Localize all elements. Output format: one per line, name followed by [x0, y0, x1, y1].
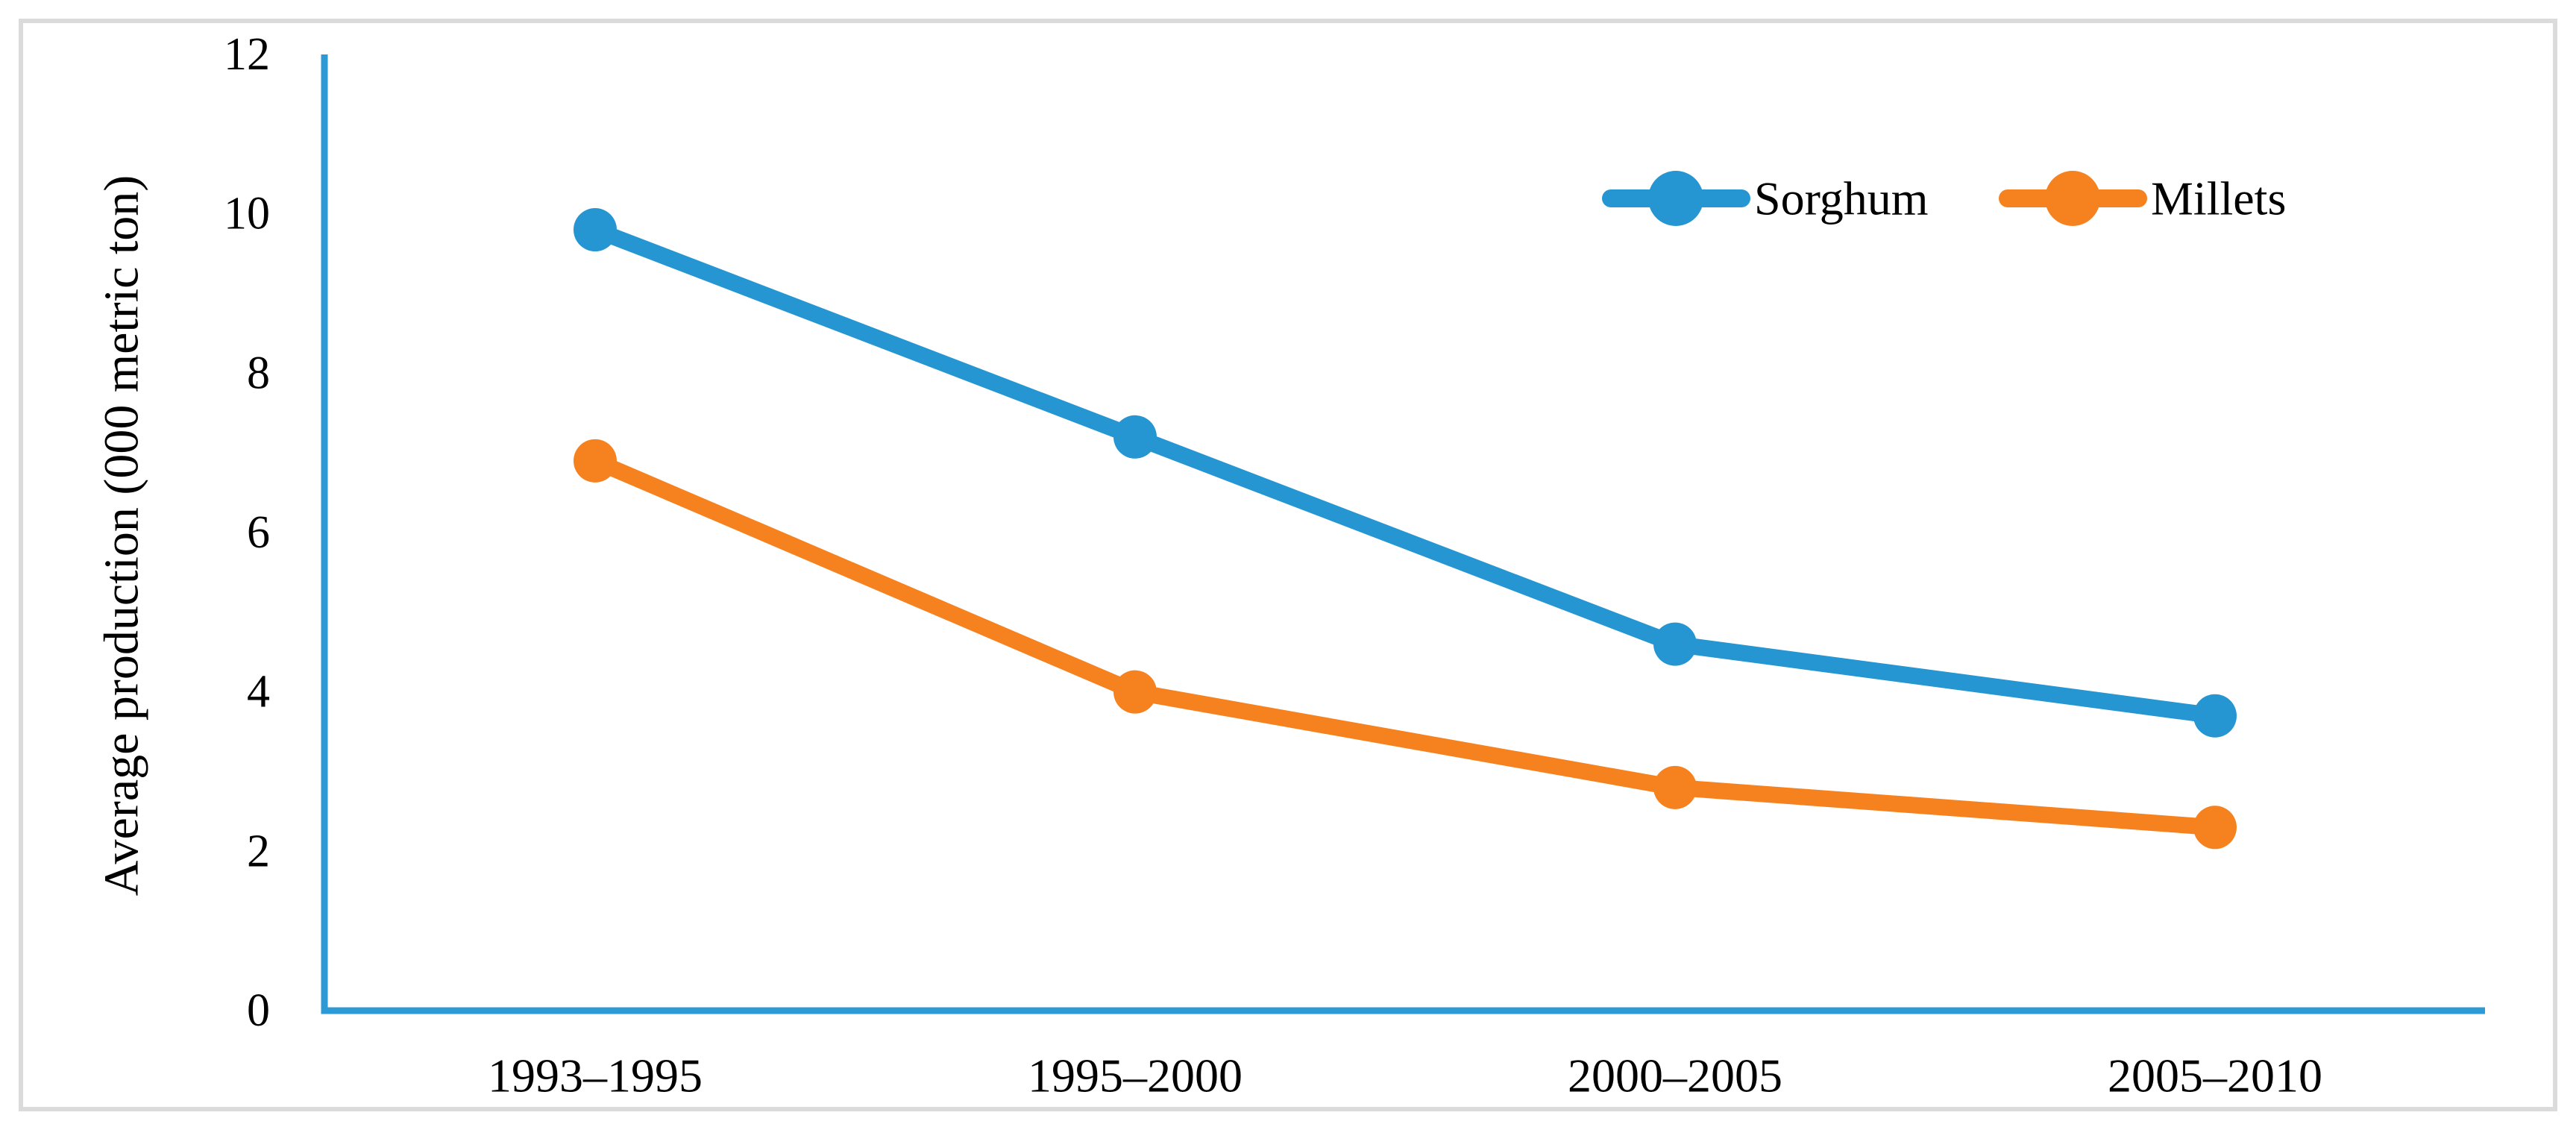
y-tick-label: 12 [224, 29, 270, 80]
legend-item-sorghum: Sorghum [1602, 171, 1929, 226]
legend-label-millets: Millets [2151, 172, 2286, 225]
x-category-label: 1995–2000 [1028, 1049, 1243, 1102]
legend-marker-millets-icon [2045, 171, 2100, 226]
x-category-label: 2000–2005 [1568, 1049, 1782, 1102]
y-tick-label: 4 [247, 667, 270, 718]
legend-label-sorghum: Sorghum [1754, 172, 1929, 225]
y-axis-title: Average production (000 metric ton) [95, 175, 149, 896]
y-tick-label: 2 [247, 826, 270, 876]
y-tick-label: 10 [224, 189, 270, 239]
series-line-sorghum [587, 222, 2223, 724]
y-tick-label: 0 [247, 985, 270, 1036]
x-category-label: 2005–2010 [2108, 1049, 2322, 1102]
series-line-millets [587, 452, 2223, 836]
legend-item-millets: Millets [1999, 171, 2286, 226]
y-tick-label: 6 [247, 507, 270, 558]
y-tick-label: 8 [247, 348, 270, 398]
legend: Sorghum Millets [1602, 171, 2286, 226]
x-category-label: 1993–1995 [488, 1049, 703, 1102]
legend-marker-sorghum-icon [1648, 171, 1703, 226]
